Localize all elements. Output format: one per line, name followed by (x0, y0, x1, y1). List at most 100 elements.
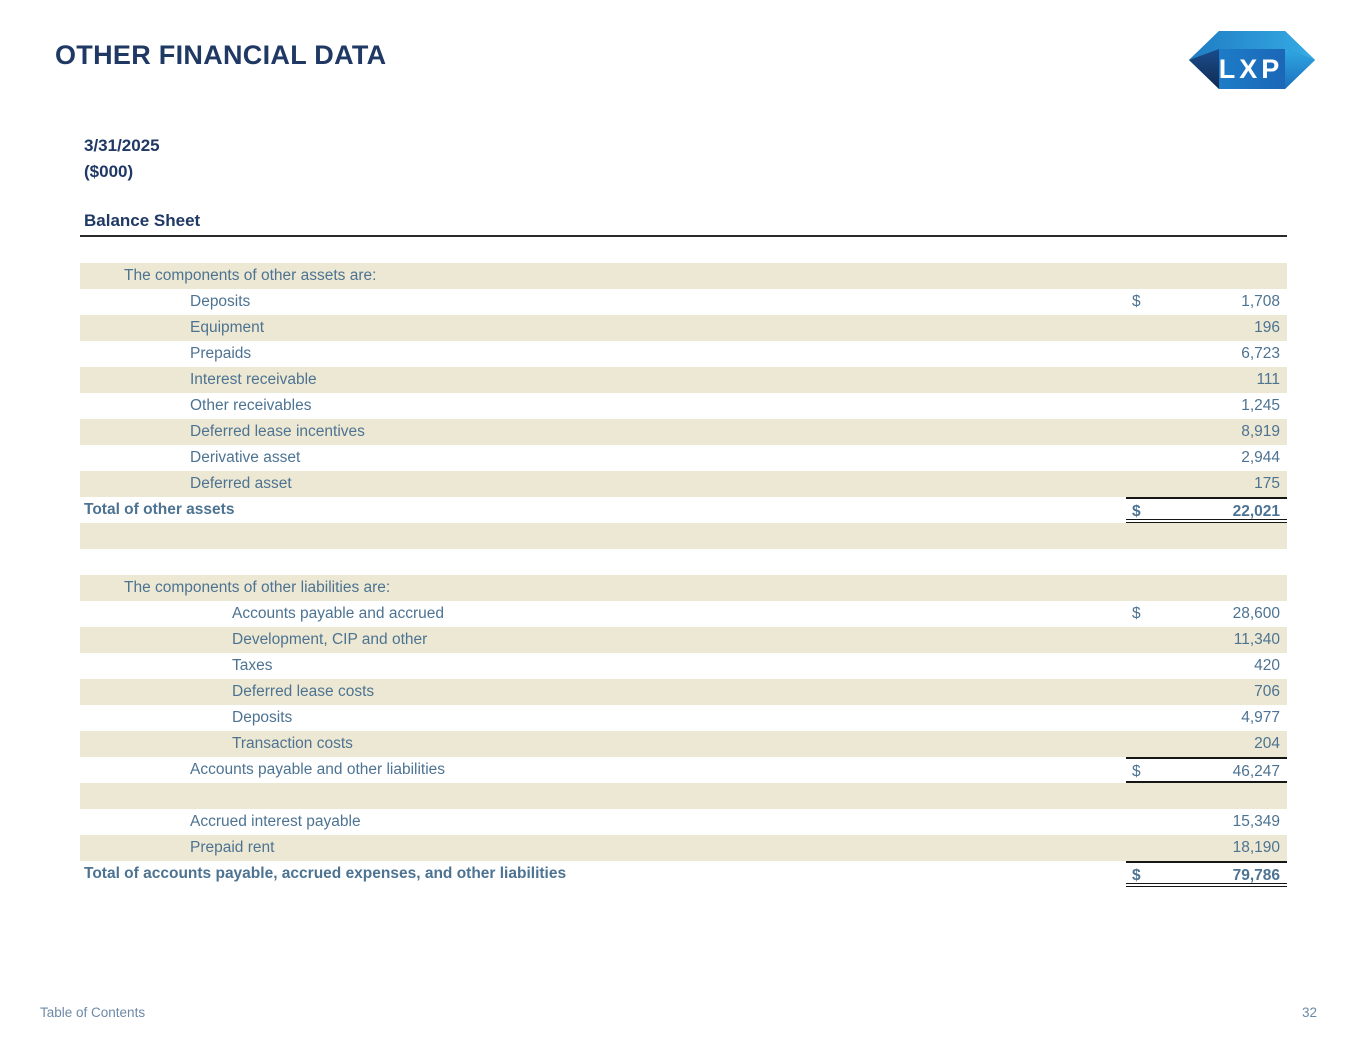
table-row: Deposits 4,977 (80, 705, 1287, 731)
report-meta: 3/31/2025 ($000) (84, 133, 160, 185)
row-value-cell: 196 (1126, 315, 1287, 341)
row-value-cell: $22,021 (1126, 497, 1287, 523)
row-label: Other receivables (190, 397, 312, 414)
row-value-cell: 4,977 (1126, 705, 1287, 731)
logo-text: LXP (1219, 54, 1284, 84)
row-label: Accounts payable and accrued (232, 605, 444, 622)
row-value-cell: 175 (1126, 471, 1287, 497)
row-value-cell: 420 (1126, 653, 1287, 679)
row-value-cell: 8,919 (1126, 419, 1287, 445)
row-value-cell: 15,349 (1126, 809, 1287, 835)
row-value: 22,021 (1232, 503, 1280, 520)
row-label: Accounts payable and other liabilities (190, 761, 446, 778)
row-value: 8,919 (1241, 423, 1280, 440)
dollar-sign: $ (1132, 503, 1141, 520)
row-label: Derivative asset (190, 449, 301, 466)
row-value-cell: 11,340 (1126, 627, 1287, 653)
row-label: Total of accounts payable, accrued expen… (84, 865, 567, 882)
table-row: Taxes 420 (80, 653, 1287, 679)
dollar-sign: $ (1132, 293, 1141, 310)
report-date: 3/31/2025 (84, 136, 160, 155)
row-value: 79,786 (1232, 867, 1280, 884)
table-row: Accounts payable and other liabilities $4… (80, 757, 1287, 783)
table-row: Accounts payable and accrued $28,600 (80, 601, 1287, 627)
row-value-cell: 204 (1126, 731, 1287, 757)
sheet-header: Balance Sheet (84, 211, 201, 230)
row-value-cell: $1,708 (1126, 289, 1287, 315)
row-label: Interest receivable (190, 371, 317, 388)
row-label: Accrued interest payable (190, 813, 361, 830)
dollar-sign: $ (1132, 867, 1141, 884)
row-value-cell: 18,190 (1126, 835, 1287, 861)
table-row: Total of other assets $22,021 (80, 497, 1287, 523)
table-row: Deferred lease incentives 8,919 (80, 419, 1287, 445)
row-value: 28,600 (1232, 605, 1280, 622)
row-value: 11,340 (1233, 631, 1280, 648)
row-label: Transaction costs (232, 735, 353, 752)
row-value: 706 (1254, 683, 1280, 700)
table-row: The components of other liabilities are: (80, 575, 1287, 601)
table-row: Equipment 196 (80, 315, 1287, 341)
table-row: Interest receivable 111 (80, 367, 1287, 393)
row-label: Deferred asset (190, 475, 292, 492)
row-label: Deposits (232, 709, 293, 726)
balance-table: The components of other assets are: Depos… (80, 263, 1287, 887)
table-row: Deferred asset 175 (80, 471, 1287, 497)
row-value: 2,944 (1241, 449, 1280, 466)
row-value-cell: 706 (1126, 679, 1287, 705)
row-label: Taxes (232, 657, 273, 674)
row-value: 15,349 (1232, 813, 1280, 830)
row-label: Prepaid rent (190, 839, 275, 856)
row-value: 46,247 (1232, 763, 1280, 780)
table-row: Total of accounts payable, accrued expen… (80, 861, 1287, 887)
spacer-row (80, 523, 1287, 549)
units-label: ($000) (84, 162, 134, 181)
lxp-logo: LXP (1189, 31, 1315, 89)
row-value: 175 (1254, 475, 1280, 492)
row-value: 18,190 (1232, 839, 1280, 856)
logo-left-facet (1189, 49, 1219, 89)
table-row: Prepaid rent 18,190 (80, 835, 1287, 861)
table-row: The components of other assets are: (80, 263, 1287, 289)
spacer-row (80, 549, 1287, 575)
row-value: 420 (1254, 657, 1280, 674)
dollar-sign: $ (1132, 763, 1141, 780)
table-row: Deposits $1,708 (80, 289, 1287, 315)
row-value-cell: 6,723 (1126, 341, 1287, 367)
row-value-cell: 111 (1126, 367, 1287, 393)
row-label: Total of other assets (84, 501, 235, 518)
row-label: Development, CIP and other (232, 631, 428, 648)
row-label: Deposits (190, 293, 251, 310)
table-of-contents-link[interactable]: Table of Contents (40, 1005, 146, 1020)
row-value-cell: $46,247 (1126, 757, 1287, 783)
page-title: OTHER FINANCIAL DATA (55, 40, 387, 70)
row-label: The components of other assets are: (124, 267, 377, 284)
row-label: Deferred lease costs (232, 683, 375, 700)
table-row: Development, CIP and other 11,340 (80, 627, 1287, 653)
row-value-cell: $79,786 (1126, 861, 1287, 887)
row-value-cell: 2,944 (1126, 445, 1287, 471)
row-value: 196 (1254, 319, 1280, 336)
row-label: The components of other liabilities are: (124, 579, 391, 596)
row-label: Equipment (190, 319, 265, 336)
spacer-row (80, 783, 1287, 809)
row-label: Deferred lease incentives (190, 423, 365, 440)
page-number: 32 (1301, 1005, 1317, 1020)
row-value-cell: 1,245 (1126, 393, 1287, 419)
header-rule (80, 235, 1287, 237)
row-value: 1,245 (1241, 397, 1280, 414)
row-value: 6,723 (1241, 345, 1280, 362)
table-row: Deferred lease costs 706 (80, 679, 1287, 705)
row-value: 1,708 (1241, 293, 1280, 310)
table-row: Other receivables 1,245 (80, 393, 1287, 419)
dollar-sign: $ (1132, 605, 1141, 622)
row-value: 204 (1254, 735, 1280, 752)
table-row: Transaction costs 204 (80, 731, 1287, 757)
table-row: Derivative asset 2,944 (80, 445, 1287, 471)
row-value-cell: $28,600 (1126, 601, 1287, 627)
row-value: 111 (1256, 371, 1280, 388)
table-row: Prepaids 6,723 (80, 341, 1287, 367)
row-value: 4,977 (1241, 709, 1280, 726)
table-row: Accrued interest payable 15,349 (80, 809, 1287, 835)
